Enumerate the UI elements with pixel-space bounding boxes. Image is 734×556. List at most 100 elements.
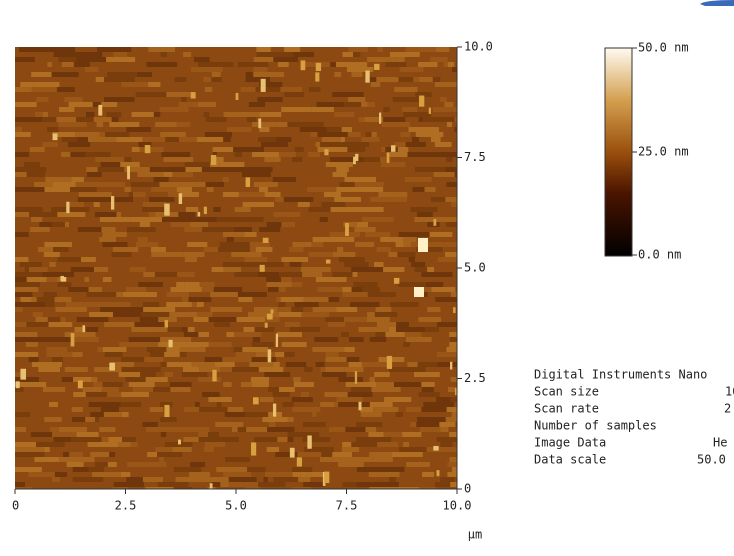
texture — [258, 367, 284, 372]
texture — [345, 427, 366, 432]
texture — [75, 132, 100, 137]
texture — [96, 47, 108, 52]
texture — [233, 347, 243, 352]
texture — [372, 457, 393, 462]
texture — [287, 432, 320, 437]
texture — [247, 467, 266, 472]
texture — [222, 262, 254, 267]
texture — [213, 157, 224, 162]
texture — [389, 107, 403, 112]
texture — [431, 197, 446, 202]
texture — [274, 352, 285, 357]
texture — [284, 47, 301, 52]
texture — [35, 112, 43, 117]
texture — [416, 212, 433, 217]
texture — [445, 167, 457, 172]
texture — [155, 447, 173, 452]
texture — [215, 487, 245, 489]
texture — [253, 262, 284, 267]
info-key: Scan size — [534, 385, 599, 399]
texture — [447, 387, 457, 392]
texture — [446, 122, 453, 127]
texture — [135, 92, 167, 97]
texture — [347, 147, 366, 152]
texture — [102, 242, 128, 247]
texture — [92, 472, 121, 477]
texture — [165, 137, 180, 142]
texture — [334, 197, 361, 202]
texture — [198, 437, 230, 442]
texture — [163, 477, 176, 482]
texture — [394, 212, 417, 217]
texture — [61, 377, 74, 382]
bright-spot — [209, 483, 213, 489]
texture — [233, 147, 265, 152]
texture — [342, 292, 368, 297]
texture — [102, 277, 112, 282]
texture — [15, 212, 30, 217]
texture — [264, 157, 281, 162]
texture — [292, 472, 301, 477]
texture — [319, 47, 349, 52]
texture — [372, 127, 378, 132]
texture — [111, 252, 132, 257]
texture — [278, 312, 302, 317]
texture — [234, 272, 259, 277]
texture — [92, 102, 102, 107]
bright-spot — [251, 442, 257, 456]
texture — [99, 237, 117, 242]
texture — [405, 142, 426, 147]
texture — [354, 227, 376, 232]
texture — [450, 397, 457, 402]
texture — [125, 287, 147, 292]
texture — [99, 427, 116, 432]
texture — [34, 457, 59, 462]
texture — [50, 217, 58, 222]
texture — [404, 177, 432, 182]
scale-label: 0.0 nm — [638, 248, 681, 262]
texture — [64, 222, 70, 227]
texture — [361, 137, 380, 142]
texture — [15, 167, 47, 172]
bright-spot — [386, 355, 393, 369]
texture — [148, 82, 161, 87]
texture — [405, 337, 432, 342]
texture — [207, 432, 219, 437]
texture — [48, 322, 73, 327]
texture — [292, 157, 303, 162]
texture — [381, 162, 406, 167]
x-tick-label: 10.0 — [443, 499, 472, 513]
texture — [199, 367, 221, 372]
texture — [89, 277, 98, 282]
texture — [104, 322, 135, 327]
texture — [421, 387, 434, 392]
texture — [356, 222, 369, 227]
texture — [15, 472, 29, 477]
texture — [118, 442, 131, 447]
texture — [208, 342, 232, 347]
texture — [196, 302, 204, 307]
texture — [376, 382, 394, 387]
texture — [244, 257, 268, 262]
texture — [160, 362, 167, 367]
texture — [425, 327, 439, 332]
bright-spot — [428, 107, 431, 115]
bright-spot — [393, 277, 400, 284]
texture — [202, 342, 209, 347]
texture — [330, 62, 336, 67]
texture — [351, 72, 363, 77]
texture — [365, 132, 372, 137]
texture — [223, 267, 242, 272]
texture — [137, 172, 164, 177]
texture — [228, 167, 247, 172]
texture — [87, 137, 117, 142]
texture — [291, 307, 304, 312]
bright-spot — [109, 362, 115, 371]
bright-spot — [418, 238, 428, 252]
texture — [253, 72, 285, 77]
texture — [164, 372, 174, 377]
texture — [160, 432, 167, 437]
texture — [234, 152, 243, 157]
texture — [205, 117, 221, 122]
texture — [28, 472, 55, 477]
